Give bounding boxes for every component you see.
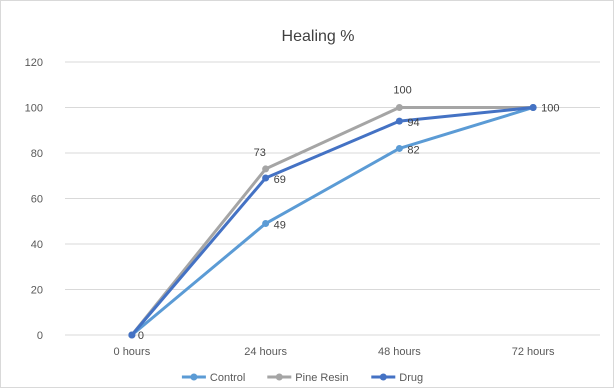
x-tick-label: 72 hours (512, 346, 555, 358)
data-label: 82 (407, 144, 419, 156)
data-label: 73 (254, 147, 266, 159)
x-tick-label: 24 hours (244, 346, 287, 358)
legend-item: Control (181, 372, 245, 384)
series-line (130, 106, 534, 337)
series-drug (128, 104, 537, 339)
legend-marker (275, 373, 283, 381)
legend-item: Pine Resin (267, 372, 349, 384)
data-point (128, 331, 136, 339)
data-point (262, 165, 270, 173)
data-label: 49 (274, 220, 286, 232)
legend-label: Control (210, 372, 245, 384)
legend-label: Drug (399, 372, 423, 384)
series-line (130, 106, 534, 336)
x-tick-label: 48 hours (378, 346, 421, 358)
data-labels: 0 49 82 100 73 100 69 94 (138, 85, 560, 343)
data-point (262, 174, 270, 182)
data-point (529, 104, 537, 111)
legend: Control Pine Resin Drug (181, 372, 423, 384)
legend-marker (379, 373, 387, 381)
data-label: 94 (407, 117, 419, 129)
x-tick-label: 0 hours (114, 346, 151, 358)
legend-item: Drug (371, 372, 423, 384)
data-point (395, 104, 403, 111)
series-lines (128, 104, 537, 339)
y-tick-label: 0 (37, 330, 43, 342)
data-point (395, 144, 403, 152)
data-label: 100 (393, 85, 411, 97)
y-tick-label: 80 (31, 148, 43, 160)
data-label: 69 (274, 174, 286, 186)
y-tick-label: 20 (31, 285, 43, 297)
legend-label: Pine Resin (295, 372, 348, 384)
chart-title: Healing % (282, 28, 355, 45)
data-label: 100 (541, 103, 559, 115)
y-axis-ticks: 0 20 40 60 80 100 120 (25, 57, 43, 342)
y-tick-label: 60 (31, 194, 43, 206)
data-point (395, 117, 403, 125)
series-line (130, 106, 534, 336)
gridlines (65, 61, 600, 336)
y-tick-label: 40 (31, 239, 43, 251)
y-tick-label: 120 (25, 57, 43, 69)
data-point (262, 220, 270, 228)
legend-marker (190, 373, 198, 381)
x-axis-ticks: 0 hours 24 hours 48 hours 72 hours (114, 346, 556, 358)
y-tick-label: 100 (25, 103, 43, 115)
data-label: 0 (138, 330, 144, 342)
